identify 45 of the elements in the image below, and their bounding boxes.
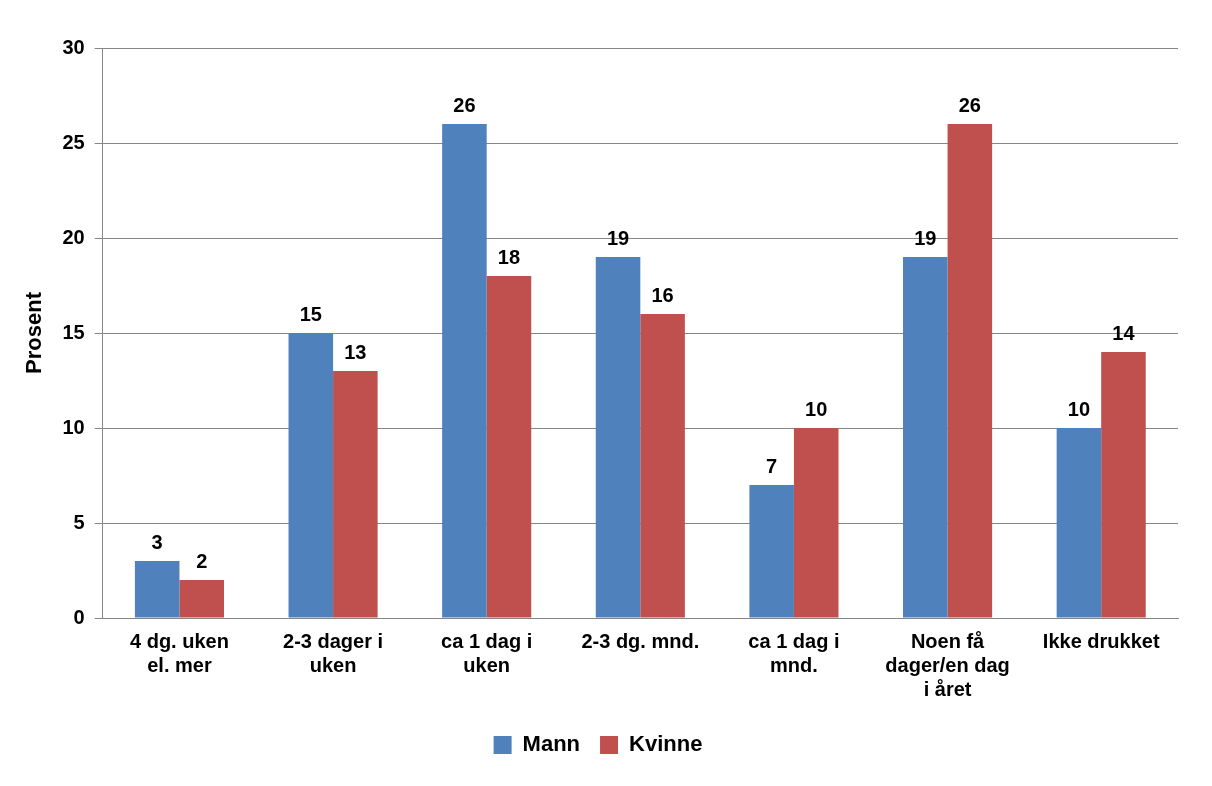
bar — [333, 371, 378, 618]
data-label: 13 — [344, 340, 367, 363]
y-axis-title: Prosent — [21, 291, 47, 374]
data-label: 19 — [914, 226, 937, 249]
bar — [595, 257, 641, 618]
bar — [134, 561, 180, 618]
data-label: 19 — [606, 226, 630, 249]
bar — [486, 276, 532, 618]
bar — [749, 485, 794, 618]
legend-label: Mann — [522, 731, 581, 757]
legend-label: Kvinne — [629, 731, 703, 757]
data-label: 10 — [1067, 397, 1091, 420]
bar — [1101, 352, 1146, 618]
y-tick-label: 15 — [62, 320, 85, 343]
x-tick-label: 4 dg. uken el. mer — [130, 629, 229, 676]
bar — [1056, 428, 1102, 618]
bar — [288, 333, 334, 618]
x-tick-label: ca 1 dag i uken — [441, 629, 533, 676]
y-tick-label: 0 — [73, 605, 85, 628]
y-tick-label: 20 — [62, 225, 85, 248]
y-tick-label: 30 — [62, 35, 85, 58]
data-label: 14 — [1112, 321, 1136, 344]
data-label: 3 — [151, 530, 163, 553]
y-tick-label: 10 — [62, 415, 85, 438]
data-label: 16 — [651, 283, 674, 306]
data-label: 18 — [497, 245, 521, 268]
data-label: 7 — [766, 454, 778, 477]
bar — [903, 257, 948, 618]
data-label: 26 — [958, 93, 981, 116]
bar — [640, 314, 685, 618]
x-tick-label: 2-3 dager i uken — [283, 629, 384, 676]
y-tick-label: 5 — [73, 510, 85, 533]
data-label: 26 — [453, 93, 476, 116]
y-tick-label: 25 — [62, 130, 85, 153]
data-label: 10 — [805, 397, 828, 420]
data-label: 15 — [299, 302, 322, 325]
bar — [179, 580, 225, 618]
x-tick-label: ca 1 dag i mnd. — [748, 629, 840, 676]
bar — [947, 124, 993, 618]
x-tick-label: 2-3 dg. mnd. — [581, 629, 700, 652]
x-tick-label: Ikke drukket — [1042, 629, 1160, 652]
bar — [442, 124, 487, 618]
bar — [793, 428, 839, 618]
x-tick-label: Noen få dager/en dag i året — [885, 629, 1010, 700]
data-label: 2 — [196, 549, 208, 572]
